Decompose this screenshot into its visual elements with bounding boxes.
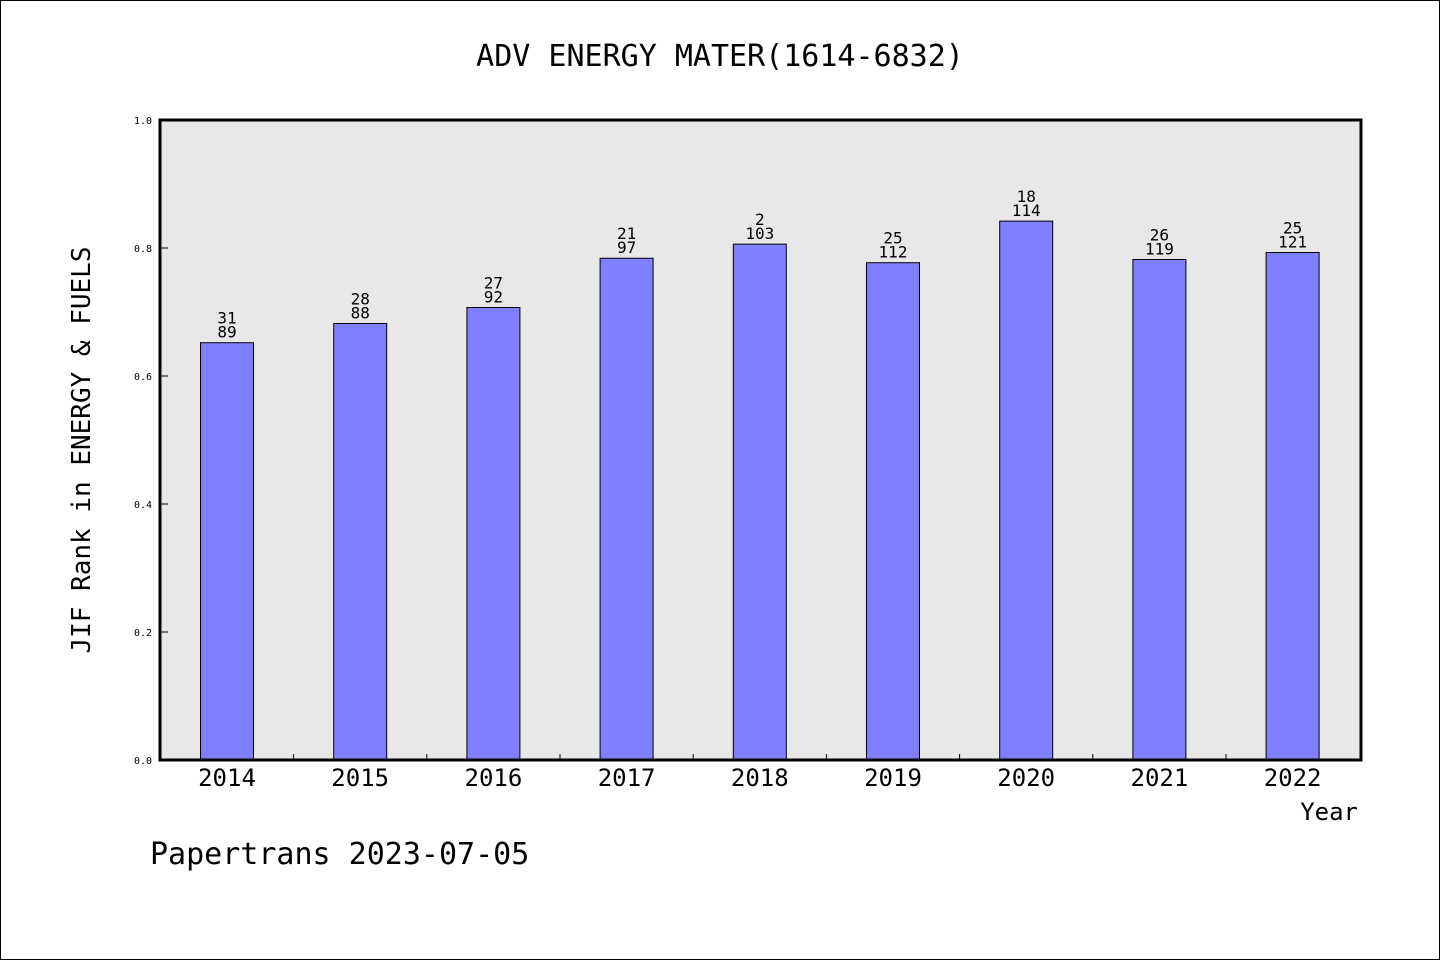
data-label-bottom: 119 (1145, 240, 1174, 259)
bar (599, 257, 654, 761)
x-tick-label: 2018 (731, 764, 789, 792)
data-label-bottom: 114 (1012, 201, 1041, 220)
bar (999, 220, 1054, 761)
x-tick-label: 2017 (598, 764, 656, 792)
data-label-bottom: 92 (484, 288, 503, 307)
data-label-top: 27 (484, 274, 503, 293)
data-label-top: 21 (617, 224, 636, 243)
y-tick-label: 0.2 (134, 628, 152, 639)
data-label-top: 25 (1283, 218, 1302, 237)
x-tick-label: 2015 (331, 764, 389, 792)
footer-text: Papertrans 2023-07-05 (150, 837, 529, 872)
data-label-bottom: 112 (879, 243, 908, 262)
bar (466, 307, 521, 761)
bar (866, 262, 920, 761)
data-label-top: 2 (755, 210, 765, 229)
bar (732, 243, 787, 761)
data-label-bottom: 89 (217, 323, 236, 342)
data-label-bottom: 97 (617, 238, 636, 257)
data-label-top: 28 (351, 290, 370, 309)
x-axis-label: Year (1300, 798, 1358, 826)
y-tick-label: 0.0 (134, 756, 152, 767)
data-label-top: 31 (217, 309, 236, 328)
x-axis-ticks: 2014 2015 2016 2017 2018 2019 2020 2021 2022 (198, 754, 1321, 792)
y-axis-label: JIF Rank in ENERGY & FUELS (67, 247, 97, 654)
bar (1132, 259, 1187, 761)
bar (333, 323, 388, 761)
y-tick-label: 0.4 (134, 500, 152, 511)
plot-border (158, 118, 1363, 762)
x-tick-label: 2019 (864, 764, 922, 792)
x-tick-label: 2020 (997, 764, 1055, 792)
x-tick-label: 2022 (1264, 764, 1322, 792)
data-label-bottom: 121 (1278, 232, 1307, 251)
data-label-bottom: 103 (745, 224, 774, 243)
data-label-top: 26 (1150, 226, 1169, 245)
y-tick-label: 1.0 (134, 116, 152, 127)
data-label-top: 18 (1017, 187, 1036, 206)
x-tick-label: 2014 (198, 764, 256, 792)
bars (200, 220, 1320, 761)
y-tick-label: 0.8 (134, 244, 152, 255)
bar (1265, 251, 1320, 761)
data-label-top: 25 (883, 229, 902, 248)
y-tick-label: 0.6 (134, 372, 152, 383)
bar (200, 342, 254, 761)
x-tick-label: 2016 (465, 764, 523, 792)
data-label-bottom: 88 (351, 304, 370, 323)
x-tick-label: 2021 (1131, 764, 1189, 792)
chart-title: ADV ENERGY MATER(1614-6832) (476, 39, 964, 74)
